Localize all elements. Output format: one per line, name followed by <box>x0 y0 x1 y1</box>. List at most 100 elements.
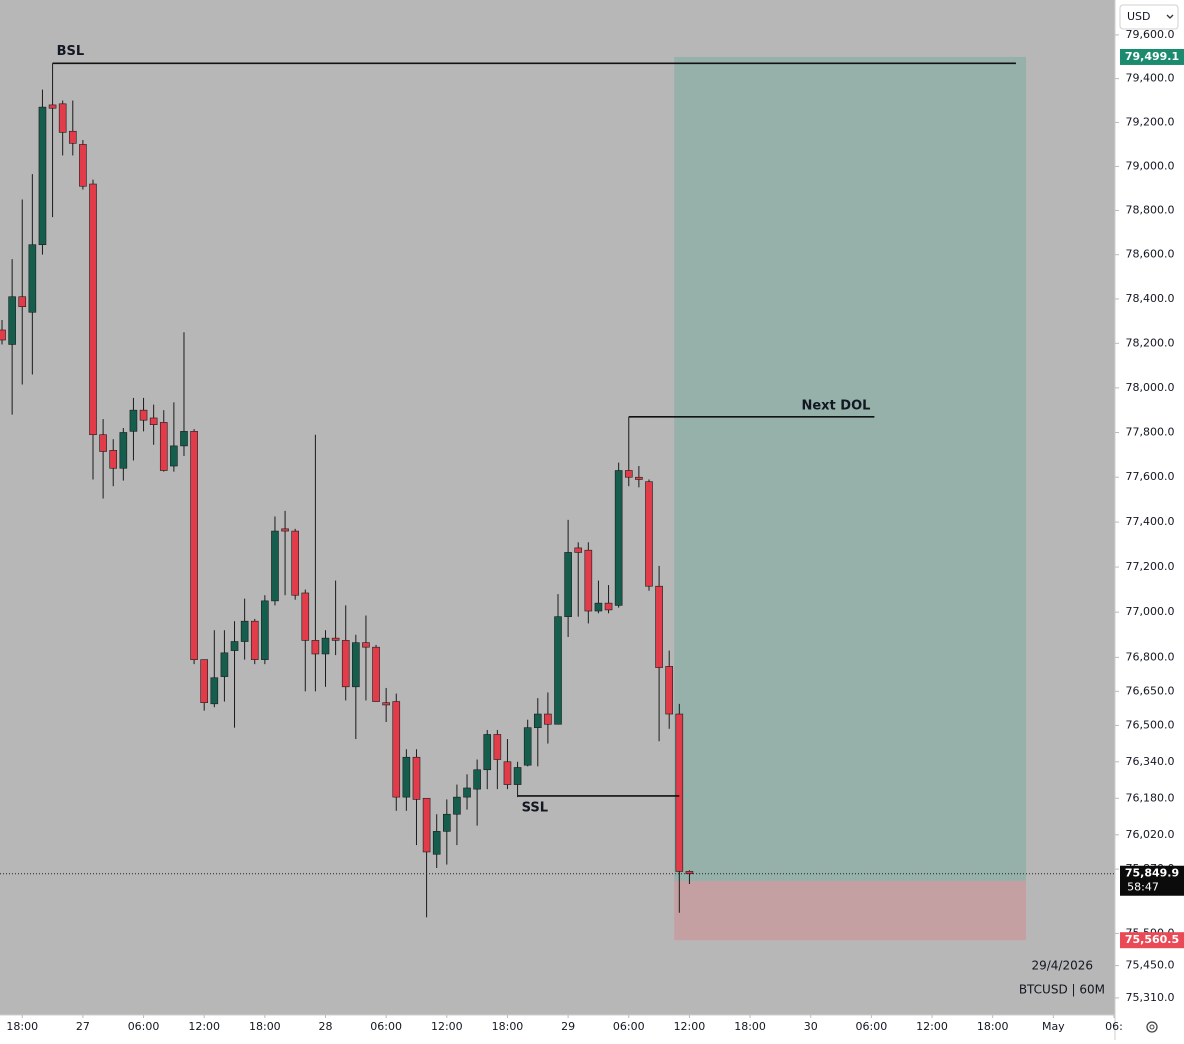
candle-body <box>412 756 421 800</box>
candle-body <box>28 244 37 313</box>
candle-body <box>159 422 168 471</box>
x-tick-label: 12:00 <box>674 1020 706 1033</box>
y-tick-label: 77,600.0 <box>1126 470 1175 483</box>
candle-body <box>99 434 107 452</box>
x-tick-label: 30 <box>804 1020 818 1033</box>
y-tick-label: 77,000.0 <box>1126 605 1175 618</box>
last-price-label: 75,849.9 <box>1125 867 1179 880</box>
y-tick-label: 78,000.0 <box>1126 381 1175 394</box>
y-tick-label: 76,020.0 <box>1126 828 1175 841</box>
candle-body <box>473 769 481 790</box>
candle-body <box>149 417 158 425</box>
y-tick-label: 79,600.0 <box>1126 28 1175 41</box>
candle-body <box>301 592 310 641</box>
x-tick-label: 06:00 <box>856 1020 888 1033</box>
y-tick-label: 76,800.0 <box>1126 650 1175 663</box>
x-tick-label: 12:00 <box>431 1020 463 1033</box>
candle-body <box>402 756 411 798</box>
price-tag <box>1120 48 1184 65</box>
candle-body <box>594 602 603 612</box>
candle-body <box>190 431 198 660</box>
candle-body <box>382 702 390 706</box>
candle-body <box>341 640 350 688</box>
y-tick-label: 77,800.0 <box>1126 425 1175 438</box>
candle-body <box>48 104 57 109</box>
profit-zone <box>674 56 1027 882</box>
symbol-label: BTCUSD | 60M <box>1019 983 1105 997</box>
candle-body <box>645 481 653 587</box>
candle-body <box>68 130 77 144</box>
candle-body <box>432 831 441 855</box>
price-tag-label: 79,499.1 <box>1125 50 1179 63</box>
x-tick-label: 27 <box>76 1020 90 1033</box>
x-tick-label: 12:00 <box>916 1020 948 1033</box>
candle-body <box>38 106 47 246</box>
candle-body <box>483 734 492 771</box>
time-axis-background <box>0 1015 1115 1040</box>
countdown-label: 58:47 <box>1127 881 1159 894</box>
settings-gear-center[interactable] <box>1149 1024 1155 1030</box>
candle-body <box>291 530 299 596</box>
candle-body <box>392 701 401 798</box>
candle-body <box>18 296 27 308</box>
candle-body <box>119 432 128 469</box>
candle-body <box>624 470 633 478</box>
y-tick-label: 78,800.0 <box>1126 203 1175 216</box>
y-tick-label: 76,500.0 <box>1126 718 1175 731</box>
price-tag <box>1120 932 1184 949</box>
candle-body <box>352 642 360 688</box>
currency-label: USD <box>1127 10 1151 23</box>
y-tick-label: 78,600.0 <box>1126 248 1175 261</box>
candle-body <box>372 646 380 702</box>
candle-body <box>574 547 583 553</box>
candle-body <box>513 767 522 785</box>
x-tick-label: 06: <box>1105 1020 1123 1033</box>
y-tick-label: 77,400.0 <box>1126 515 1175 528</box>
currency-dropdown[interactable] <box>1119 4 1179 30</box>
candle-body <box>493 734 502 760</box>
candle-body <box>281 528 289 532</box>
candle-body <box>170 445 178 467</box>
candle-body <box>58 103 67 133</box>
candle-body <box>200 659 208 703</box>
candle-body <box>463 787 471 798</box>
y-tick-label: 79,400.0 <box>1126 72 1175 85</box>
candle-body <box>240 620 249 642</box>
plot: BSL Next DOL SSL <box>0 44 1115 941</box>
x-tick-label: 12:00 <box>188 1020 220 1033</box>
dropdown-caret <box>1166 14 1174 19</box>
candle-body <box>0 329 6 341</box>
candle-body <box>675 713 684 872</box>
settings-icon[interactable] <box>1146 1021 1158 1033</box>
candle-body <box>564 552 572 617</box>
y-tick-label: 75,450.0 <box>1126 959 1175 972</box>
candle-body <box>554 616 562 725</box>
price-tag-label: 75,560.5 <box>1125 933 1179 946</box>
loss-zone <box>674 881 1027 941</box>
candle-body <box>311 640 320 655</box>
y-tick-label: 79,000.0 <box>1126 159 1175 172</box>
candle-body <box>331 637 340 641</box>
candle-body <box>79 144 87 187</box>
x-tick-label: 18:00 <box>492 1020 524 1033</box>
y-tick-label: 75,310.0 <box>1126 991 1175 1004</box>
x-tick-label: 06:00 <box>613 1020 645 1033</box>
candle-body <box>250 620 259 660</box>
settings-gear[interactable] <box>1146 1021 1158 1033</box>
candle-body <box>180 431 188 447</box>
x-tick-label: 28 <box>319 1020 333 1033</box>
x-tick-label: 18:00 <box>977 1020 1009 1033</box>
x-tick-label: 18:00 <box>734 1020 766 1033</box>
candle-body <box>8 296 16 345</box>
axes: 79,600.0 79,400.0 79,200.0 79,000.0 78,800.0… <box>6 28 1184 1033</box>
candle-body <box>271 530 279 602</box>
candle-body <box>362 642 370 648</box>
candle-body <box>443 813 451 832</box>
candle-body <box>503 761 512 785</box>
candle-body <box>614 470 623 606</box>
candle-body <box>230 641 239 651</box>
candle-body <box>685 871 694 875</box>
y-tick-label: 77,200.0 <box>1126 560 1175 573</box>
candle-body <box>635 476 643 480</box>
